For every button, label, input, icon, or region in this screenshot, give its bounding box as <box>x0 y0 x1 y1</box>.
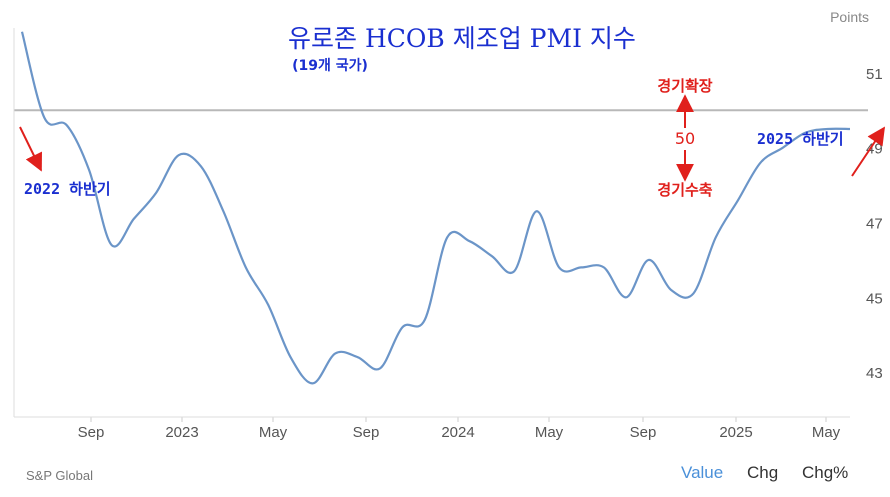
view-tabs: Value Chg Chg% <box>0 463 890 489</box>
x-tick-label: 2024 <box>441 424 474 441</box>
chart-subtitle: (19개 국가) <box>292 58 368 74</box>
x-tick-label: 2025 <box>719 424 752 441</box>
pmi-series-line <box>20 31 851 385</box>
left-period-label: 2022 하반기 <box>24 180 111 198</box>
x-tick-label: May <box>535 424 564 441</box>
x-tick-label: May <box>259 424 288 441</box>
x-tick-label: 2023 <box>165 424 198 441</box>
x-tick-label: Sep <box>78 424 105 441</box>
tab-chg-percent[interactable]: Chg% <box>802 463 849 482</box>
left-period-arrow <box>19 126 42 172</box>
x-tick-label: May <box>812 424 841 441</box>
chart-title: 유로존 HCOB 제조업 PMI 지수 <box>288 24 636 53</box>
y-tick-label: 47 <box>866 216 883 233</box>
right-period-arrow <box>851 126 885 177</box>
right-period-label: 2025 하반기 <box>757 130 844 148</box>
contraction-label: 경기수축 <box>657 181 712 199</box>
y-tick-label: 43 <box>866 365 883 382</box>
expansion-label: 경기확장 <box>657 77 712 95</box>
y-tick-label: 51 <box>866 66 883 83</box>
source-label: S&P Global <box>26 468 93 483</box>
tab-value[interactable]: Value <box>681 463 724 482</box>
tab-chg[interactable]: Chg <box>747 463 779 482</box>
y-tick-label: 45 <box>866 290 883 307</box>
units-label: Points <box>830 9 869 25</box>
x-tick-label: Sep <box>630 424 657 441</box>
reference-value-label: 50 <box>675 129 695 148</box>
x-tick-label: Sep <box>353 424 380 441</box>
